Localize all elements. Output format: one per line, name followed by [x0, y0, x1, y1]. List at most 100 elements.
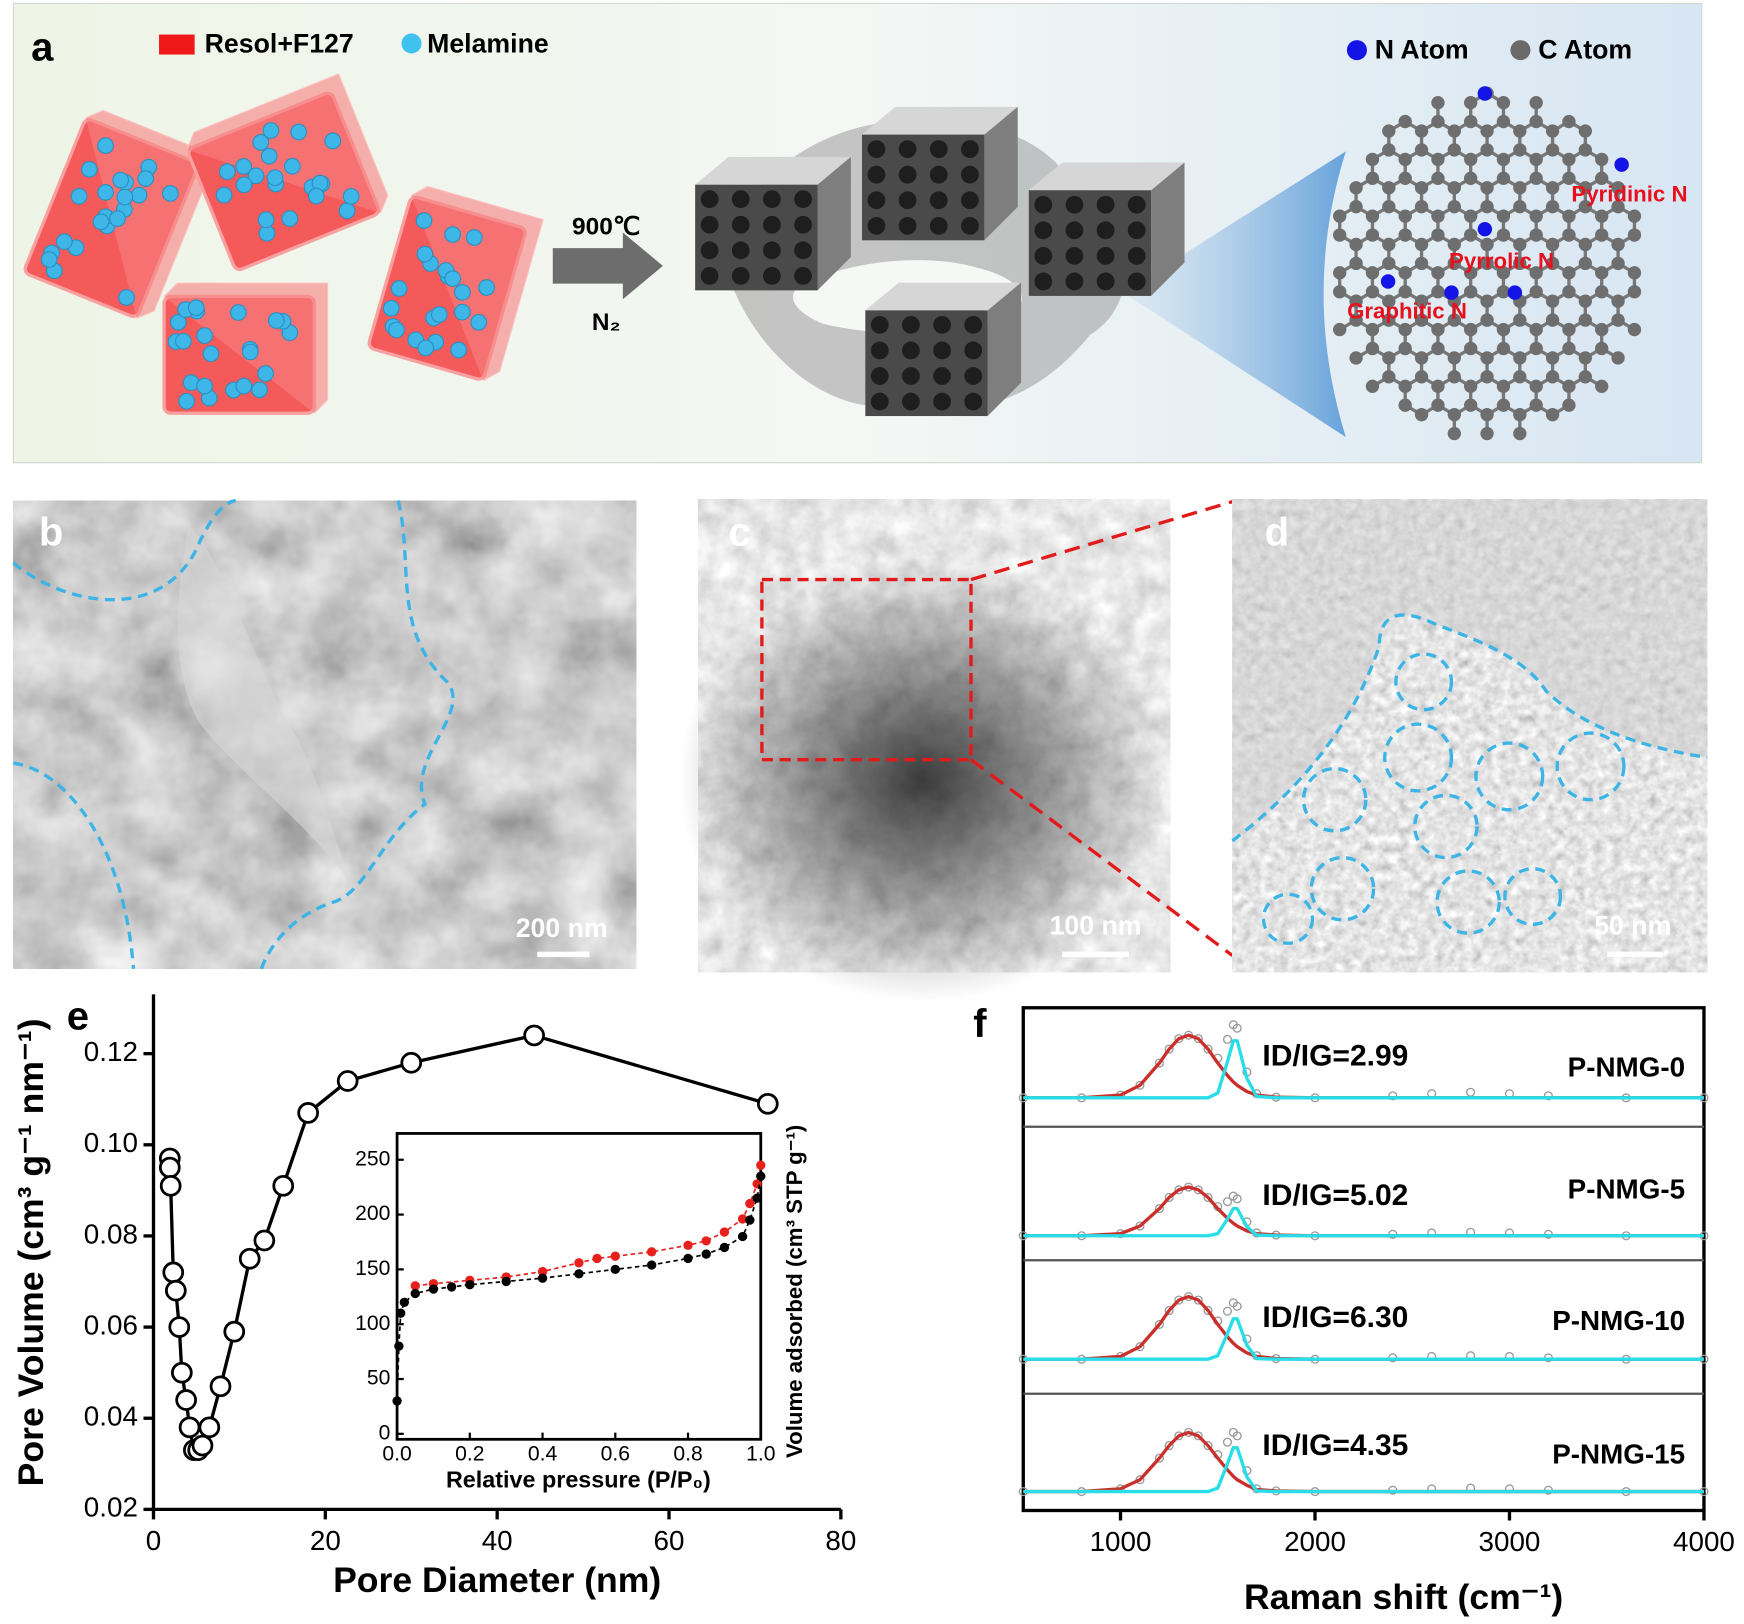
nitrogen-atom [1507, 285, 1523, 300]
data-point [719, 1227, 730, 1237]
melamine-dot [130, 186, 148, 204]
carbon-atom [1578, 181, 1592, 195]
spectrum-point [1203, 1441, 1213, 1451]
carbon-atom [1464, 114, 1478, 129]
block-side [984, 106, 1018, 241]
carbon-atom [1496, 322, 1511, 337]
carbon-atom [1464, 322, 1478, 337]
carbon-atom [1513, 237, 1527, 252]
data-point [396, 1308, 406, 1318]
sample-name: P-NMG-5 [1568, 1174, 1685, 1205]
melamine-dot [40, 251, 58, 268]
block-pore [870, 367, 889, 385]
nitrogen-atom [1614, 157, 1629, 172]
block-pore [929, 216, 948, 235]
data-point [752, 1193, 762, 1203]
spectrum-point [1154, 1058, 1164, 1068]
carbon-atom [1431, 209, 1445, 223]
block-pore [929, 140, 948, 158]
block-side [817, 156, 851, 291]
carbon-atom [1382, 237, 1396, 252]
atom-legend-swatch [1346, 40, 1367, 61]
carbon-atom [1414, 256, 1429, 271]
atom-legend-swatch [1510, 40, 1531, 61]
carbon-atom [1529, 114, 1543, 129]
carbon-atom [1595, 322, 1609, 337]
carbon-atom [1365, 379, 1380, 393]
block-pore [964, 341, 983, 360]
block-pore [898, 140, 917, 158]
sample-trace [1018, 1427, 1709, 1497]
spectrum-point [1232, 1023, 1242, 1033]
melamine-dot [284, 157, 301, 175]
data-point [410, 1288, 420, 1299]
nitrogen-type-label: Pyridinic N [1571, 182, 1687, 207]
block [1028, 162, 1185, 296]
carbon-atom [1464, 398, 1478, 412]
carbon-atom [1480, 407, 1494, 422]
melamine-dot [324, 132, 342, 150]
scale-bar-label: 200 nm [516, 913, 608, 943]
carbon-atom [1513, 407, 1527, 422]
carbon-atom [1578, 124, 1592, 138]
carbon-atom [1513, 256, 1527, 271]
carbon-atom [1414, 124, 1429, 138]
nitrogen-atom [1477, 221, 1493, 237]
data-point [428, 1284, 439, 1294]
fit-line [1023, 1206, 1704, 1238]
x-tick-label: 2000 [1284, 1526, 1346, 1557]
melamine-dot [338, 202, 356, 220]
inset-y-tick-label: 0 [379, 1421, 391, 1444]
melamine-dot [230, 304, 247, 321]
zoom-cone [1123, 151, 1346, 438]
block-pore [929, 165, 948, 184]
spectrum-point [1154, 1319, 1164, 1329]
carbon-atom [1529, 285, 1543, 299]
inset-y-tick-label: 250 [355, 1147, 390, 1170]
sample-name: P-NMG-15 [1552, 1438, 1685, 1469]
melamine-dot [55, 233, 73, 250]
carbon-atom [1382, 370, 1396, 384]
carbon-atom [1627, 266, 1642, 280]
spectrum-point [1222, 1034, 1233, 1044]
melamine-dot [97, 137, 114, 154]
melamine-dot [290, 123, 308, 141]
process-arrow [552, 232, 663, 300]
carbon-atom [1447, 199, 1461, 214]
block-pore [1127, 272, 1146, 291]
carbon-atom [1611, 237, 1625, 252]
carbon-atom [1480, 426, 1494, 441]
graphene-flakes [177, 523, 356, 891]
carbon-atom [1382, 256, 1396, 271]
block-side [1151, 162, 1185, 296]
carbon-atom [1464, 266, 1478, 280]
carbon-atom [1529, 152, 1543, 167]
carbon-atom [1562, 209, 1576, 223]
carbon-atom [1496, 114, 1511, 129]
carbon-atom [1578, 256, 1592, 271]
carbon-atom [1414, 407, 1429, 422]
block-pore [700, 267, 719, 285]
inset-y-tick-label: 100 [355, 1312, 390, 1335]
inset-y-tick-label: 50 [367, 1367, 391, 1390]
melamine-dot [311, 174, 329, 192]
carbon-atom [1333, 228, 1347, 242]
x-tick-label: 20 [310, 1525, 341, 1556]
carbon-atom [1578, 294, 1592, 308]
block-pore [1034, 221, 1053, 240]
block-pore [1096, 195, 1115, 214]
carbon-atom [1595, 341, 1609, 356]
carbon-atom [1431, 379, 1445, 393]
data-point [683, 1240, 693, 1250]
panel-label: d [1265, 511, 1289, 555]
atom-legend-label: N Atom [1375, 34, 1469, 64]
melamine-dot [187, 299, 205, 317]
spectrum-point [1203, 1305, 1213, 1316]
carbon-atom [1349, 294, 1363, 308]
inset-x-tick-label: 0.8 [673, 1442, 702, 1465]
carbon-atom [1595, 266, 1609, 280]
block-pore [898, 165, 917, 184]
carbon-atom [1447, 143, 1461, 157]
carbon-atom [1382, 351, 1396, 365]
inset-x-tick-label: 0.0 [382, 1442, 411, 1465]
